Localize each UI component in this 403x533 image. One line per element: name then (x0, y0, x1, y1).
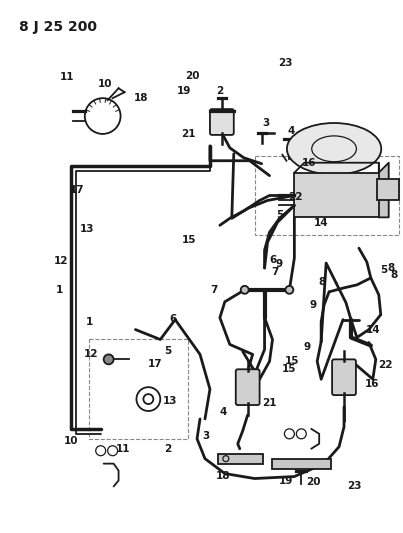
Text: 11: 11 (116, 444, 131, 454)
Text: 12: 12 (83, 350, 98, 359)
Text: 11: 11 (60, 72, 75, 82)
FancyBboxPatch shape (210, 109, 234, 135)
FancyBboxPatch shape (332, 359, 356, 395)
Text: 5: 5 (380, 265, 387, 275)
Text: 1: 1 (55, 285, 62, 295)
Text: 8: 8 (390, 270, 397, 280)
Text: 7: 7 (210, 285, 217, 295)
Text: 2: 2 (216, 86, 224, 96)
FancyBboxPatch shape (236, 369, 260, 405)
Text: 6: 6 (269, 255, 276, 265)
Bar (377, 179, 399, 200)
Polygon shape (272, 459, 331, 469)
Bar (294, 173, 379, 217)
Text: 16: 16 (365, 379, 379, 389)
Bar (255, 156, 399, 235)
Text: 1: 1 (86, 317, 93, 327)
Text: 14: 14 (314, 218, 329, 228)
Text: 15: 15 (282, 364, 297, 374)
Text: 3: 3 (262, 118, 269, 128)
Text: 9: 9 (310, 300, 317, 310)
Text: 21: 21 (262, 398, 277, 408)
Text: 22: 22 (288, 192, 303, 201)
Text: 20: 20 (306, 477, 320, 487)
Text: 23: 23 (347, 481, 361, 491)
Polygon shape (379, 163, 389, 217)
Text: 13: 13 (80, 224, 95, 235)
Bar (89, 340, 188, 439)
Text: 9: 9 (276, 259, 283, 269)
Text: 2: 2 (164, 444, 171, 454)
Text: 17: 17 (148, 359, 163, 369)
Polygon shape (218, 454, 263, 464)
Text: 21: 21 (181, 129, 196, 139)
Text: 17: 17 (70, 185, 85, 195)
Text: 5: 5 (164, 346, 171, 356)
Circle shape (241, 286, 249, 294)
Text: 8: 8 (318, 277, 325, 287)
Text: 23: 23 (278, 58, 293, 68)
Text: 14: 14 (366, 325, 380, 335)
Text: 10: 10 (98, 79, 112, 89)
Text: 8 J 25 200: 8 J 25 200 (19, 20, 97, 34)
Text: 10: 10 (64, 436, 79, 446)
Text: 4: 4 (288, 126, 295, 136)
Text: 20: 20 (185, 71, 200, 81)
Text: 5: 5 (276, 211, 283, 220)
Text: 18: 18 (216, 471, 230, 481)
Text: 13: 13 (163, 396, 177, 406)
Text: 3: 3 (202, 431, 209, 441)
Ellipse shape (287, 123, 381, 175)
Text: 22: 22 (378, 360, 393, 370)
Text: 8: 8 (387, 263, 394, 273)
Circle shape (285, 286, 293, 294)
Text: 12: 12 (53, 256, 68, 266)
Text: 9: 9 (304, 342, 311, 352)
Text: 7: 7 (271, 267, 278, 277)
Text: 19: 19 (279, 475, 294, 486)
Text: 18: 18 (133, 93, 148, 103)
Circle shape (104, 354, 114, 365)
Text: 15: 15 (181, 235, 196, 245)
Text: 4: 4 (220, 407, 227, 417)
Text: 16: 16 (302, 158, 317, 168)
Text: 15: 15 (285, 357, 299, 366)
Text: 19: 19 (177, 86, 191, 96)
Text: 6: 6 (170, 314, 177, 325)
